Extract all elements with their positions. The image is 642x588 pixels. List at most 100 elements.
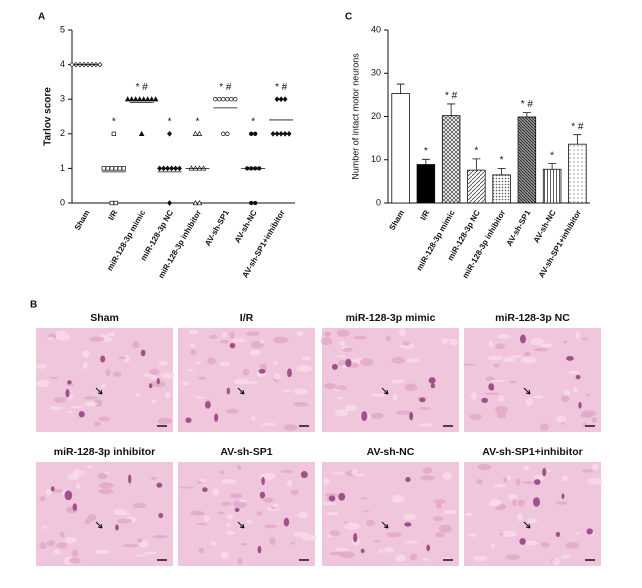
tissue xyxy=(182,381,190,386)
point xyxy=(161,165,167,172)
tissue xyxy=(113,508,126,516)
micrograph-bg xyxy=(36,462,173,566)
tissue xyxy=(573,386,578,393)
tissue xyxy=(55,332,71,341)
tissue xyxy=(564,389,571,397)
tissue xyxy=(493,363,500,368)
point xyxy=(105,166,110,171)
neuron xyxy=(50,486,55,492)
micrograph xyxy=(178,328,315,432)
tissue xyxy=(386,531,402,538)
significance-label: * xyxy=(168,116,172,127)
significance-label: * # xyxy=(219,82,232,93)
tissue xyxy=(195,361,201,366)
bar xyxy=(492,174,511,204)
y-tick-label: 40 xyxy=(371,24,381,34)
tissue xyxy=(359,358,374,367)
tissue xyxy=(510,355,522,359)
tissue xyxy=(143,373,153,378)
point xyxy=(124,96,131,102)
tissue xyxy=(336,355,347,358)
point xyxy=(249,200,254,206)
point xyxy=(282,130,288,137)
tissue xyxy=(433,499,447,504)
point xyxy=(69,61,75,68)
neuron xyxy=(214,413,219,422)
neuron xyxy=(426,544,431,552)
neuron xyxy=(409,411,414,421)
tissue xyxy=(476,479,483,485)
tissue xyxy=(581,337,589,341)
neuron xyxy=(561,493,565,500)
tissue xyxy=(178,486,194,489)
tissue xyxy=(151,399,157,404)
tissue xyxy=(591,416,598,424)
tissue xyxy=(212,488,220,496)
neuron xyxy=(430,383,436,389)
tissue xyxy=(222,331,228,338)
tissue xyxy=(351,469,359,476)
tissue xyxy=(515,478,521,486)
neuron xyxy=(405,477,411,483)
tissue xyxy=(84,396,98,400)
tissue xyxy=(82,350,90,358)
neuron xyxy=(328,495,336,502)
tissue xyxy=(293,402,309,407)
y-tick-label: 4 xyxy=(60,59,65,69)
tissue xyxy=(123,543,139,548)
bar xyxy=(416,164,436,204)
point xyxy=(97,61,103,68)
significance-label: * # xyxy=(136,82,149,93)
tissue xyxy=(502,530,517,538)
significance-label: * # xyxy=(275,82,288,93)
micrograph-bg xyxy=(464,462,601,566)
tissue xyxy=(229,331,236,339)
tissue xyxy=(53,549,61,555)
tissue xyxy=(563,340,568,344)
tissue xyxy=(508,493,518,500)
tissue xyxy=(418,423,433,427)
tissue xyxy=(296,365,312,373)
tissue xyxy=(220,551,230,560)
neuron xyxy=(261,476,265,486)
significance-label: * xyxy=(424,146,428,157)
tissue xyxy=(293,531,309,537)
tissue xyxy=(281,389,293,393)
x-tick-label: AV-sh-SP1 xyxy=(203,208,231,247)
tissue xyxy=(189,329,199,335)
tissue xyxy=(198,376,207,381)
tissue xyxy=(143,551,157,555)
tissue xyxy=(48,406,64,410)
tissue xyxy=(71,549,79,557)
tissue xyxy=(325,493,339,498)
tissue xyxy=(41,525,48,530)
tissue xyxy=(581,468,594,473)
y-tick-label: 2 xyxy=(60,128,65,138)
tissue xyxy=(164,392,171,399)
tissue xyxy=(320,502,337,506)
tissue xyxy=(575,532,581,535)
neuron xyxy=(533,497,541,507)
point xyxy=(253,200,258,206)
tissue xyxy=(441,472,453,480)
point xyxy=(167,200,173,206)
neuron xyxy=(67,380,72,385)
image-title: AV-sh-SP1+inhibitor xyxy=(482,446,582,458)
y-tick-label: 1 xyxy=(60,163,65,173)
error-bar xyxy=(522,112,531,117)
tissue xyxy=(209,334,218,339)
tissue xyxy=(132,502,147,509)
point xyxy=(196,130,203,136)
tissue xyxy=(360,497,368,500)
point xyxy=(109,166,114,171)
neuron xyxy=(258,369,266,374)
tissue xyxy=(441,337,448,345)
tissue xyxy=(516,513,523,522)
micrograph xyxy=(178,462,317,566)
tissue xyxy=(587,477,603,485)
neuron xyxy=(338,492,346,501)
tissue xyxy=(422,558,431,561)
point xyxy=(213,97,218,102)
tissue xyxy=(160,373,176,379)
tissue xyxy=(231,338,247,343)
